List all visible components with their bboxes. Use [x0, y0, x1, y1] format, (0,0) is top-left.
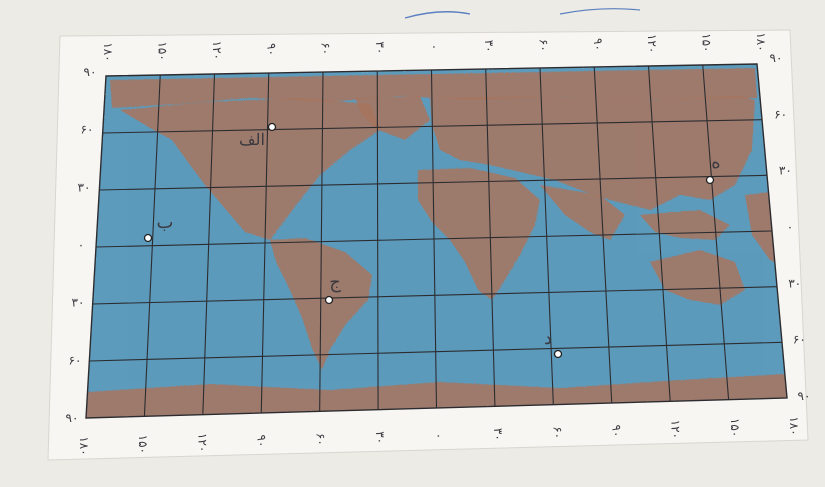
coordinate-label: ۳۰ — [373, 431, 387, 444]
point-marker — [553, 349, 563, 359]
coordinate-label: ۶۰ — [774, 107, 787, 121]
land-africa — [418, 168, 540, 300]
coordinate-label: ۱۵۰ — [155, 41, 169, 60]
point-marker — [705, 175, 715, 185]
point-marker — [267, 122, 277, 132]
coordinate-label: ۳۰ — [491, 428, 505, 441]
coordinate-label: ۶۰ — [81, 123, 94, 137]
coordinate-label: ۹۰ — [591, 38, 605, 51]
parallel-line — [99, 174, 768, 191]
coordinate-label: ۶۰ — [793, 333, 806, 347]
land-south-asia — [540, 185, 625, 240]
top-longitude-labels: ۱۸۰ ۱۵۰ ۱۲۰ ۹۰ ۶۰ ۳۰ ۰ ۳۰ ۶۰ ۹۰ ۱۲۰ ۱۵۰ ۱۸۰ — [101, 32, 768, 61]
coordinate-label: ۳۰ — [482, 40, 496, 53]
coordinate-label: ۰ — [432, 433, 446, 439]
coordinate-label: ۳۰ — [373, 41, 387, 54]
coordinate-label: ۳۰ — [72, 296, 85, 310]
graticule-grid — [89, 64, 783, 417]
coordinate-label: ۱۸۰ — [77, 436, 91, 455]
coordinate-label: ۶۰ — [550, 426, 564, 439]
coordinate-label: ۳۰ — [788, 276, 801, 290]
right-latitude-labels: ۹۰ ۶۰ ۳۰ ۰ ۳۰ ۶۰ ۹۰ — [770, 51, 811, 403]
map-point-dal: د — [544, 328, 563, 359]
coordinate-label: ۱۲۰ — [669, 420, 683, 439]
coordinate-label: ۳۰ — [78, 180, 91, 194]
parallel-line — [95, 230, 773, 248]
coordinate-label: ۰ — [428, 44, 442, 50]
point-label: ب — [157, 212, 174, 233]
coordinate-label: ۶۰ — [314, 433, 328, 446]
map-point-jim: ج — [324, 272, 341, 305]
coordinate-label: ۹۰ — [798, 389, 811, 403]
coordinate-label: ۱۸۰ — [754, 32, 768, 51]
land-greenland — [355, 96, 430, 140]
coordinate-label: ۹۰ — [84, 65, 97, 79]
coordinate-label: ۰ — [787, 220, 793, 234]
coordinate-label: ۱۲۰ — [645, 34, 659, 53]
land-australia — [650, 250, 745, 305]
map-point-he: ه — [705, 152, 721, 185]
map-point-alef: الف — [239, 122, 277, 149]
pen-mark — [404, 11, 471, 19]
point-marker — [324, 295, 334, 305]
coordinate-label: ۰ — [78, 238, 84, 252]
bottom-longitude-labels: ۱۸۰ ۱۵۰ ۱۲۰ ۹۰ ۶۰ ۳۰ ۰ ۳۰ ۶۰ ۹۰ ۱۲۰ ۱۵۰ ۱۸۰ — [77, 416, 801, 455]
coordinate-label: ۹۰ — [255, 435, 269, 448]
coordinate-label: ۱۲۰ — [195, 433, 209, 452]
parallel-line — [89, 341, 783, 362]
coordinate-label: ۱۵۰ — [728, 418, 742, 437]
coordinate-label: ۹۰ — [264, 43, 278, 56]
coordinate-label: ۱۸۰ — [101, 42, 115, 61]
parallel-line — [92, 286, 778, 305]
coordinate-label: ۱۵۰ — [136, 435, 150, 454]
coordinate-label: ۱۲۰ — [210, 41, 224, 60]
map-border — [85, 63, 788, 419]
coordinate-label: ۱۸۰ — [787, 416, 801, 435]
point-label: الف — [239, 130, 265, 149]
coordinate-label: ۹۰ — [770, 51, 783, 65]
left-latitude-labels: ۹۰ ۶۰ ۳۰ ۰ ۳۰ ۶۰ ۹۰ — [66, 65, 97, 425]
point-label: ه — [711, 152, 720, 173]
coordinate-label: ۱۵۰ — [700, 33, 714, 52]
point-label: د — [544, 328, 552, 349]
land-north-america — [120, 98, 380, 240]
map-area — [86, 64, 787, 418]
coordinate-label: ۳۰ — [779, 164, 792, 178]
coordinate-label: ۶۰ — [536, 39, 550, 52]
map-point-be: ب — [143, 212, 174, 243]
point-marker — [143, 233, 153, 243]
point-label: ج — [329, 272, 341, 293]
coordinate-label: ۹۰ — [66, 411, 79, 425]
coordinate-label: ۹۰ — [610, 425, 624, 438]
coordinate-label: ۶۰ — [319, 42, 333, 55]
pen-mark — [559, 8, 641, 15]
coordinate-label: ۶۰ — [69, 353, 82, 367]
parallel-line — [102, 119, 763, 134]
